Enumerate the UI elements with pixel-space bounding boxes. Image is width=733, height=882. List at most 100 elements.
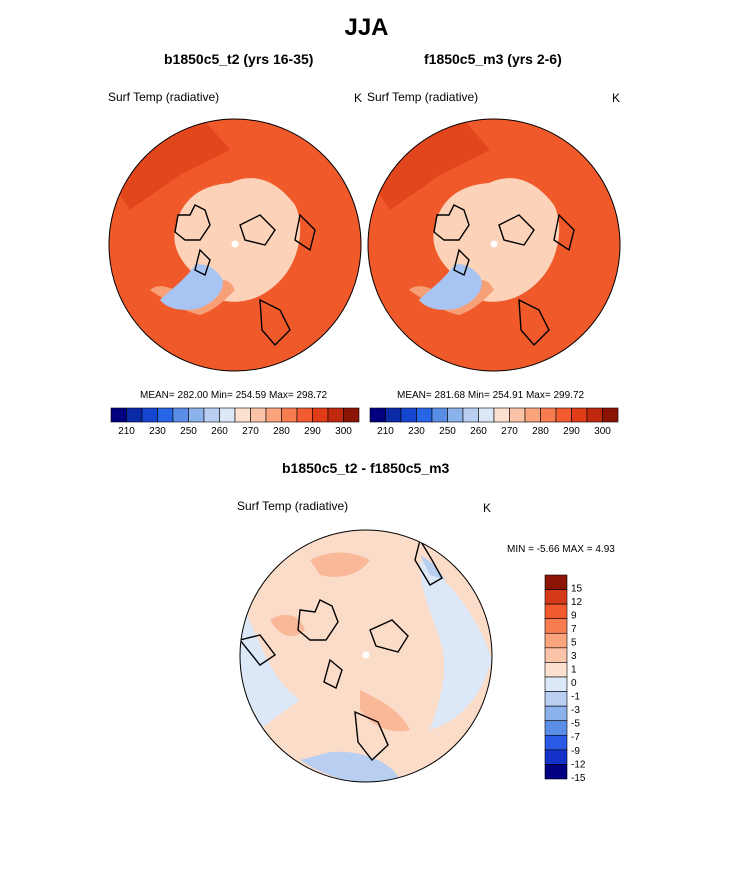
- diff-panel-title: b1850c5_t2 - f1850c5_m3: [282, 460, 450, 476]
- left-colorbar-swatch: [327, 407, 344, 423]
- right-colorbar-swatch: [447, 407, 464, 423]
- left-map-border: [108, 118, 362, 372]
- diff-variable-label: Surf Temp (radiative): [237, 499, 349, 513]
- right-colorbar-swatch: [416, 407, 433, 423]
- left-colorbar-tick-label: 270: [242, 426, 259, 437]
- right-units-label: K: [612, 91, 621, 105]
- diff-colorbar-tick-label: 3: [571, 651, 577, 662]
- left-colorbar-swatch: [110, 407, 127, 423]
- figure-title: JJA: [344, 14, 389, 41]
- diff-colorbar-swatch: [544, 632, 568, 649]
- diff-minmax-text: MIN = -5.66 MAX = 4.93: [507, 544, 615, 555]
- right-colorbar-swatch: [400, 407, 417, 423]
- left-colorbar-swatch: [172, 407, 189, 423]
- diff-polar-map: [239, 529, 493, 783]
- left-map-pole-marker: [231, 240, 239, 248]
- diff-colorbar-tick-label: 1: [571, 665, 577, 676]
- right-colorbar-tick-label: 210: [377, 426, 394, 437]
- diff-colorbar-tick-label: 0: [571, 678, 577, 689]
- right-colorbar-swatch: [555, 407, 572, 423]
- right-colorbar-tick-label: 280: [532, 426, 549, 437]
- left-variable-label: Surf Temp (radiative): [108, 90, 220, 104]
- left-colorbar-swatch: [157, 407, 174, 423]
- right-colorbar-swatch: [478, 407, 495, 423]
- left-map-coastlines: [174, 204, 316, 347]
- right-colorbar-swatch: [586, 407, 603, 423]
- diff-colorbar-tick-label: -1: [571, 692, 580, 703]
- right-colorbar-tick-label: 270: [501, 426, 518, 437]
- right-colorbar-tick-label: 250: [439, 426, 456, 437]
- left-colorbar-swatch: [188, 407, 205, 423]
- right-colorbar-tick-label: 260: [470, 426, 487, 437]
- diff-colorbar-tick-label: 15: [571, 583, 583, 594]
- diff-colorbar: 15 12 9 7 5 3 1 0 -1 -3 -5 -7 -9 -12 -15: [544, 574, 586, 784]
- right-colorbar-swatch: [462, 407, 479, 423]
- right-colorbar-swatch: [431, 407, 448, 423]
- left-colorbar-tick-label: 250: [180, 426, 197, 437]
- right-colorbar-swatch: [524, 407, 541, 423]
- left-colorbar-swatch: [343, 407, 360, 423]
- diff-colorbar-swatch: [544, 749, 568, 765]
- right-polar-map: [367, 118, 621, 372]
- diff-map-red-patches: [270, 552, 410, 732]
- left-colorbar-swatch: [141, 407, 158, 423]
- left-colorbar-tick-label: 230: [149, 426, 166, 437]
- right-panel-title: f1850c5_m3 (yrs 2-6): [424, 51, 562, 67]
- left-colorbar-swatch: [203, 407, 220, 423]
- diff-colorbar-swatch: [544, 662, 568, 678]
- left-polar-map: [108, 118, 362, 372]
- right-colorbar-swatch: [540, 407, 557, 423]
- left-colorbar-tick-label: 290: [304, 426, 321, 437]
- diff-colorbar-tick-label: -15: [571, 773, 586, 784]
- diff-colorbar-swatch: [544, 764, 568, 780]
- right-colorbar-swatch: [509, 407, 526, 423]
- right-colorbar-tick-label: 230: [408, 426, 425, 437]
- left-map-greenland-ice: [160, 264, 223, 310]
- diff-colorbar-tick-label: -12: [571, 759, 586, 770]
- diff-map-pole-marker: [362, 651, 370, 659]
- diff-colorbar-swatch: [544, 618, 568, 634]
- right-colorbar-swatch: [571, 407, 588, 423]
- right-map-warm-band: [370, 119, 490, 210]
- diff-colorbar-swatch: [544, 574, 568, 590]
- diff-colorbar-tick-label: -7: [571, 732, 580, 743]
- right-colorbar: 210 230 250 260 270 280 290 300: [369, 407, 619, 437]
- diff-units-label: K: [483, 501, 492, 515]
- right-colorbar-swatch: [493, 407, 510, 423]
- left-colorbar-swatch: [250, 407, 267, 423]
- left-colorbar-swatch: [296, 407, 313, 423]
- diff-colorbar-tick-label: -5: [571, 719, 580, 730]
- right-variable-label: Surf Temp (radiative): [367, 90, 479, 104]
- diff-colorbar-swatch: [544, 691, 568, 707]
- diff-colorbar-tick-label: -9: [571, 746, 580, 757]
- left-colorbar-swatch: [312, 407, 329, 423]
- right-map-pole-marker: [490, 240, 498, 248]
- right-colorbar-swatch: [602, 407, 619, 423]
- left-colorbar-swatch: [265, 407, 282, 423]
- diff-colorbar-swatch: [544, 720, 568, 736]
- diff-map-blue-patch: [420, 555, 445, 580]
- diff-map-blue-south: [300, 751, 400, 782]
- left-colorbar-tick-label: 280: [273, 426, 290, 437]
- left-colorbar-tick-label: 300: [335, 426, 352, 437]
- left-colorbar-tick-label: 260: [211, 426, 228, 437]
- diff-colorbar-tick-label: 9: [571, 610, 577, 621]
- left-colorbar-swatch: [234, 407, 251, 423]
- left-stats: MEAN= 282.00 Min= 254.59 Max= 298.72: [140, 390, 328, 401]
- diff-colorbar-swatch: [544, 603, 568, 620]
- diff-colorbar-swatch: [544, 705, 568, 722]
- left-panel-title: b1850c5_t2 (yrs 16-35): [164, 51, 314, 67]
- diff-colorbar-tick-label: -3: [571, 705, 580, 716]
- right-map-greenland-ice: [419, 264, 482, 310]
- diff-colorbar-tick-label: 5: [571, 638, 577, 649]
- diff-colorbar-swatch: [544, 647, 568, 663]
- right-map-coastlines: [433, 204, 575, 347]
- left-colorbar: 210 230 250 260 270 280 290 300: [110, 407, 360, 437]
- diff-map-border: [239, 529, 493, 783]
- right-colorbar-tick-label: 300: [594, 426, 611, 437]
- right-map-border: [367, 118, 621, 372]
- left-colorbar-swatch: [219, 407, 236, 423]
- diff-colorbar-tick-label: 12: [571, 597, 583, 608]
- diff-colorbar-tick-label: 7: [571, 624, 577, 635]
